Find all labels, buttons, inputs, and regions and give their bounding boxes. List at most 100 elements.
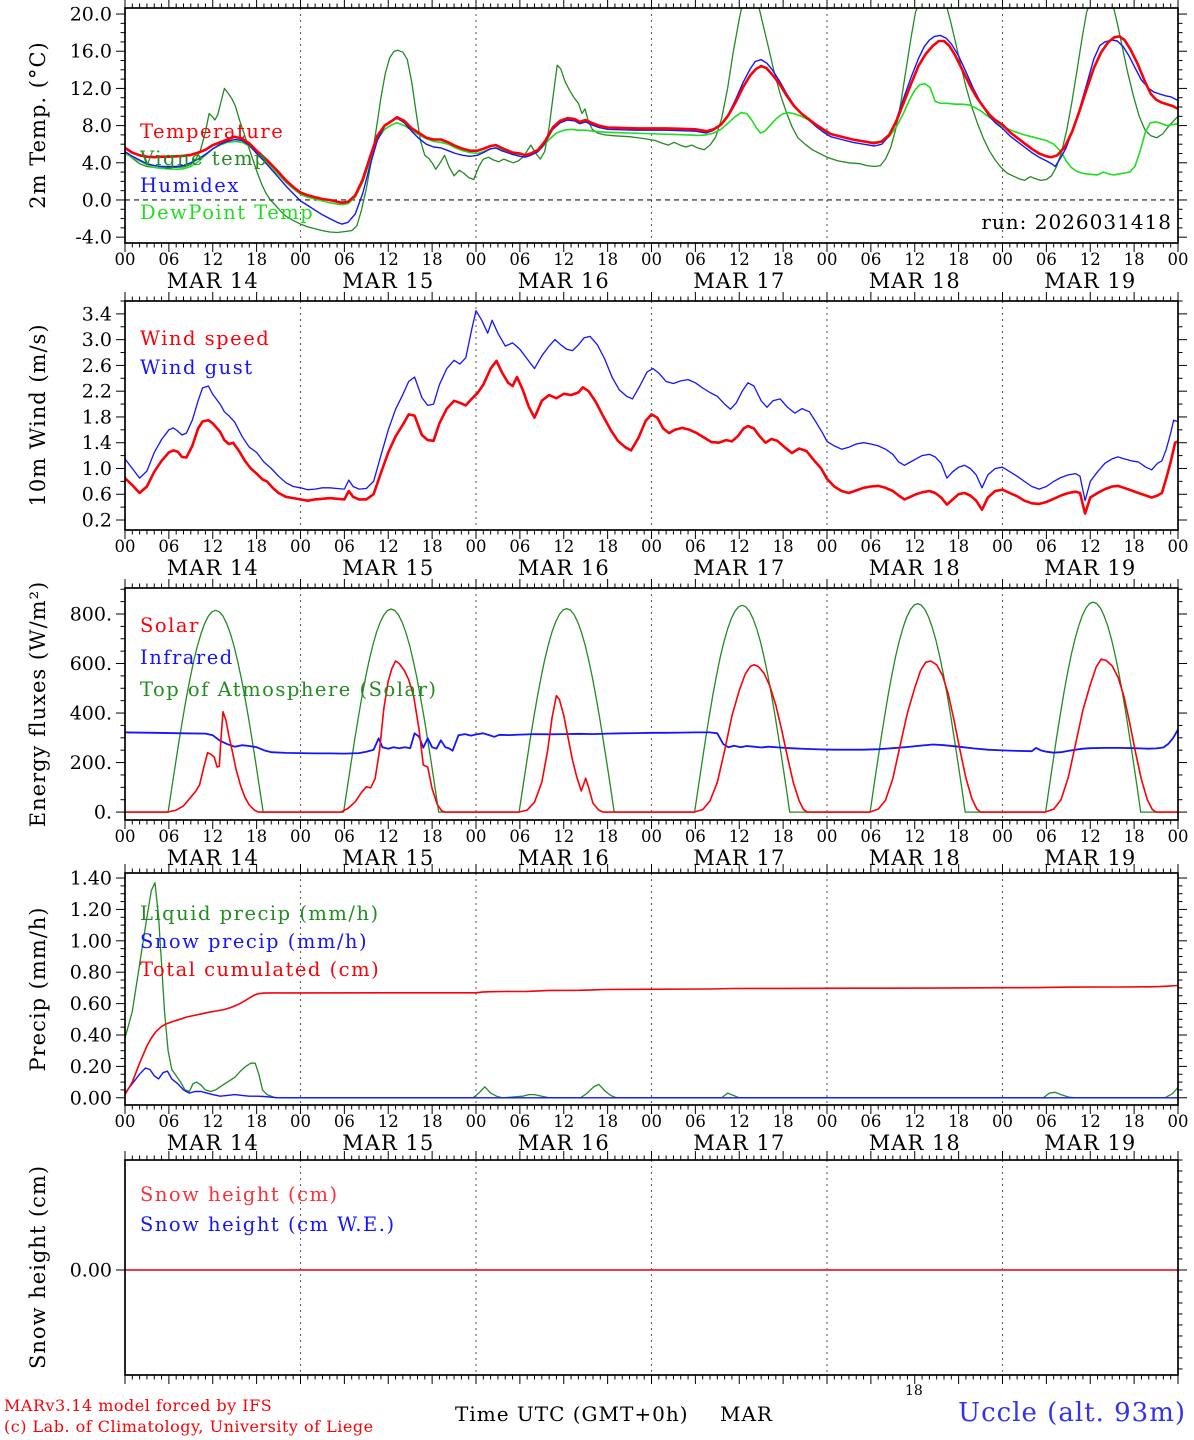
hour-label: 12: [553, 537, 574, 556]
hour-label: 06: [685, 1112, 706, 1131]
y-tick-label: 1.00: [70, 930, 112, 952]
y-tick-label: 1.4: [82, 432, 112, 454]
day-label: MAR 18: [869, 556, 961, 580]
station-label: Uccle (alt. 93m): [958, 1398, 1186, 1428]
hour-label: 18: [1124, 1112, 1145, 1131]
hour-label: 18: [597, 827, 618, 846]
panel-snow: 0.00 Snow height (cm) Snow height (cm W.E.…: [70, 1151, 1187, 1384]
day-label: MAR 16: [518, 269, 610, 293]
hour-label: 00: [466, 827, 487, 846]
hour-label: 12: [378, 1112, 399, 1131]
hour-label: 18: [948, 827, 969, 846]
hour-label: 06: [509, 250, 530, 269]
x-ticks: [124, 1151, 1179, 1384]
y-tick-label: 1.40: [70, 868, 112, 890]
y-tick-label: 8.0: [82, 115, 112, 137]
hour-label: 12: [202, 827, 223, 846]
y-ticks: [116, 877, 1187, 1099]
hour-label: 00: [817, 827, 838, 846]
hour-label: 00: [641, 250, 662, 269]
hour-label: 00: [992, 1112, 1013, 1131]
y-axis-title-precip: Precip (mm/h): [26, 906, 50, 1072]
y-tick-label: 3.4: [82, 303, 112, 325]
legend-wind-1: Wind gust: [140, 356, 254, 379]
y-tick-label: 1.8: [82, 406, 112, 428]
hour-label: 00: [115, 250, 136, 269]
y-ticks: [116, 1159, 1187, 1370]
hour-label: 00: [992, 537, 1013, 556]
hour-label: 18: [948, 537, 969, 556]
hour-label: 12: [729, 827, 750, 846]
hour-label: 06: [509, 827, 530, 846]
hour-label: 00: [115, 827, 136, 846]
y-axis-title-wind: 10m Wind (m/s): [26, 323, 50, 507]
hour-label: 00: [466, 250, 487, 269]
hour-label: 18: [422, 1112, 443, 1131]
y-tick-label: 600.: [70, 653, 112, 675]
hour-label: 00: [1168, 827, 1189, 846]
legend-precip-1: Snow precip (mm/h): [140, 930, 368, 953]
hour-label: 12: [1080, 827, 1101, 846]
hour-label: 18: [597, 250, 618, 269]
hour-label: 06: [509, 537, 530, 556]
hour-label: 06: [158, 1112, 179, 1131]
hour-label: 18: [246, 250, 267, 269]
x-ticks: [124, 292, 1179, 539]
y-tick-label: 2.6: [82, 355, 112, 377]
x-ticks: [124, 864, 1179, 1114]
legend-temp-3: DewPoint Temp: [140, 201, 314, 224]
day-label: MAR 14: [167, 269, 259, 293]
y-tick-label: 0.80: [70, 962, 112, 984]
hour-label: 12: [202, 537, 223, 556]
hour-label: 06: [158, 537, 179, 556]
hour-label: 00: [641, 1112, 662, 1131]
hour-label: 06: [334, 827, 355, 846]
day-label: MAR 16: [518, 556, 610, 580]
hour-label: 12: [202, 1112, 223, 1131]
hour-label: 18: [773, 250, 794, 269]
y-tick-label: 200.: [70, 752, 112, 774]
hour-label: 00: [817, 250, 838, 269]
series-dewpoint_temp-line: [125, 83, 1178, 206]
hour-label: 12: [1080, 537, 1101, 556]
y-axis-title-temp: 2m Temp. (°C): [26, 41, 50, 209]
hour-label: 00: [466, 537, 487, 556]
y-ticks: [116, 13, 1187, 238]
y-tick-label: 3.0: [82, 329, 112, 351]
hour-label: 06: [685, 250, 706, 269]
y-tick-label: 0.2: [82, 510, 112, 532]
hour-label: 12: [553, 827, 574, 846]
hour-label: 00: [290, 537, 311, 556]
x-axis-title: Time UTC (GMT+0h): [455, 1402, 689, 1426]
y-tick-label: 0.40: [70, 1024, 112, 1046]
hour-label: 12: [729, 250, 750, 269]
hour-label: 00: [641, 537, 662, 556]
hour-label: 18: [422, 250, 443, 269]
hour-label: 00: [641, 827, 662, 846]
hour-label: 12: [553, 250, 574, 269]
legend-precip-2: Total cumulated (cm): [140, 958, 380, 981]
day-label: MAR 14: [167, 556, 259, 580]
hour-label: 00: [817, 537, 838, 556]
hour-label: 06: [860, 537, 881, 556]
hour-label: 06: [860, 250, 881, 269]
legend-temp-0: Temperature: [140, 120, 284, 143]
footer-credit-line1: MARv3.14 model forced by IFS: [4, 1396, 273, 1415]
legend-energy-2: Top of Atmosphere (Solar): [140, 678, 438, 701]
hour-label: 00: [290, 1112, 311, 1131]
hour-label: 12: [202, 250, 223, 269]
y-axis-title-energy: Energy fluxes (W/m²): [26, 580, 50, 828]
y-tick-label: 0.0: [82, 189, 112, 211]
hour-label: 00: [992, 827, 1013, 846]
hour-label: 18: [1124, 250, 1145, 269]
series-infrared-line: [125, 728, 1178, 755]
hour-label: 18: [773, 827, 794, 846]
hour-label: 06: [158, 250, 179, 269]
hour-label: 12: [1080, 1112, 1101, 1131]
hour-label: 00: [1168, 1112, 1189, 1131]
series-humidex-line: [125, 34, 1178, 225]
hour-label: 18: [773, 1112, 794, 1131]
